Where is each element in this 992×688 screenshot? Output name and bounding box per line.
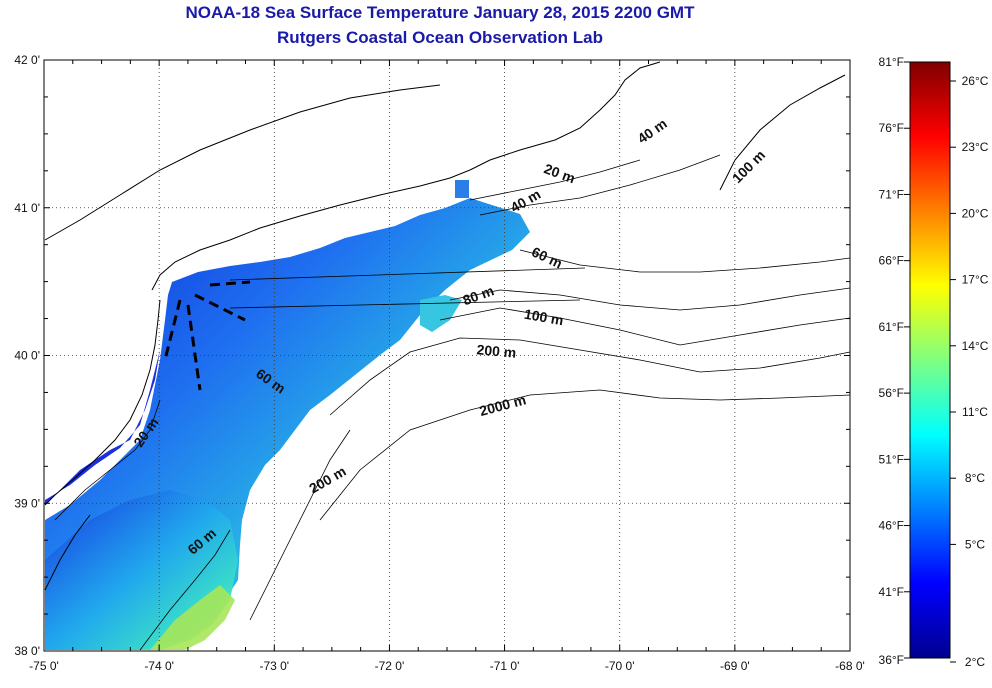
colorbar-f-label: 76°F [879, 121, 904, 135]
colorbar-f-label: 41°F [879, 585, 904, 599]
lon-label: -71 0' [490, 659, 520, 673]
colorbar-f-label: 46°F [879, 519, 904, 533]
contour-80m [449, 287, 851, 311]
lon-label: -75 0' [29, 659, 59, 673]
lat-label: 40 0' [14, 349, 40, 363]
sst-small-patch [455, 180, 469, 198]
latitude-tick-labels: 42 0' 41 0' 40 0' 39 0' 38 0' [14, 53, 40, 658]
lon-label: -74 0' [144, 659, 174, 673]
lane-3 [194, 293, 246, 322]
nj-coast [44, 299, 161, 506]
colorbar-c-label: 23°C [962, 140, 989, 154]
colorbar-c-label: 11°C [962, 405, 988, 419]
colorbar-f-label: 81°F [879, 55, 904, 69]
depth-label: 100 m [523, 306, 565, 329]
colorbar-c-label: 8°C [965, 471, 985, 485]
colorbar-f-label: 66°F [879, 254, 904, 268]
lane-1 [163, 299, 182, 361]
lane-2 [186, 304, 202, 391]
colorbar-c-label: 26°C [962, 74, 989, 88]
colorbar-scale [909, 61, 951, 659]
colorbar-f-label: 71°F [879, 187, 904, 201]
colorbar-celsius-labels: 26°C 23°C 20°C 17°C 14°C 11°C 8°C 5°C 2°C [950, 74, 989, 669]
contour-60m-south [139, 529, 231, 651]
colorbar-f-label: 36°F [879, 653, 904, 667]
colorbar-c-label: 17°C [962, 273, 989, 287]
longitude-tick-labels: -75 0' -74 0' -73 0' -72 0' -71 0' -70 0' -69 … [29, 659, 865, 673]
shelf-line-2 [229, 299, 581, 309]
chart-title: NOAA-18 Sea Surface Temperature January … [185, 3, 695, 22]
colorbar-c-label: 2°C [965, 655, 985, 669]
contour-200m [329, 337, 851, 416]
long-island-coast [151, 169, 471, 291]
lon-label: -69 0' [720, 659, 750, 673]
sst-coastal-strip [45, 350, 160, 505]
cape-cod [719, 74, 846, 191]
contour-40m [479, 154, 721, 216]
lat-label: 42 0' [14, 53, 40, 67]
shipping-lanes [163, 280, 251, 391]
contour-inner-20m [54, 399, 161, 521]
contour-200m-south [249, 429, 351, 621]
colorbar-c-label: 14°C [962, 339, 989, 353]
colorbar: 81°F 76°F 71°F 66°F 61°F 56°F 51°F 46°F 41°F 36°F… [879, 55, 989, 669]
shelf-line-1 [229, 267, 586, 281]
sst-east-patch [420, 295, 462, 332]
colorbar-fahrenheit-labels: 81°F 76°F 71°F 66°F 61°F 56°F 51°F 46°F 41°F 36°F [879, 55, 910, 667]
chart-subtitle: Rutgers Coastal Ocean Observation Lab [277, 28, 603, 47]
grid-lines [43, 59, 851, 652]
lon-label: -70 0' [605, 659, 635, 673]
contour-60m [519, 249, 851, 273]
lat-label: 41 0' [14, 201, 40, 215]
lat-label: 39 0' [14, 496, 40, 510]
colorbar-f-label: 61°F [879, 320, 904, 334]
sst-data-layer [45, 180, 530, 650]
lane-4 [209, 280, 251, 287]
colorbar-c-label: 5°C [965, 537, 985, 551]
lat-label: 38 0' [14, 644, 40, 658]
contour-20m [469, 159, 641, 201]
contour-layer [54, 154, 851, 651]
delmarva-coast [44, 514, 91, 591]
colorbar-f-label: 56°F [879, 386, 904, 400]
colorbar-f-label: 51°F [879, 452, 904, 466]
new-england-coast [469, 61, 661, 171]
contour-100m [439, 307, 851, 346]
sst-warm-patch [150, 585, 235, 650]
colorbar-c-label: 20°C [962, 206, 989, 220]
lon-label: -73 0' [259, 659, 289, 673]
depth-label: 200 m [476, 341, 517, 360]
lon-label: -68 0' [835, 659, 865, 673]
contour-2000m [319, 389, 851, 521]
lon-label: -72 0' [375, 659, 405, 673]
